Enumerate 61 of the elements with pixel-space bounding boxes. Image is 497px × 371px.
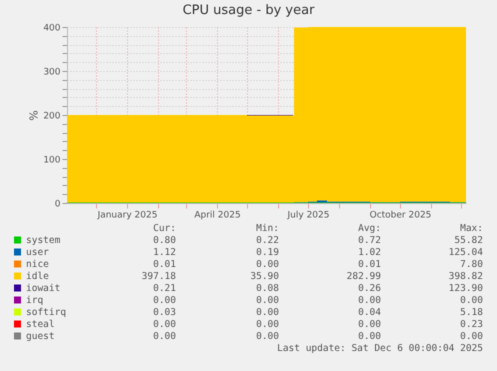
text: Min: (256, 223, 279, 234)
text: 55.82 (454, 235, 483, 246)
text: 125.04 (448, 247, 484, 258)
text: 0.01 (153, 259, 176, 270)
text: Max: (460, 223, 483, 234)
text: 0.21 (153, 283, 176, 294)
legend-label: steal (26, 319, 55, 330)
text: 0.00 (153, 319, 176, 330)
text: 282.99 (346, 271, 382, 282)
x-tick-label: October 2025 (370, 210, 432, 220)
y-tick-label: 200 (43, 112, 61, 122)
text: 0.26 (358, 283, 382, 294)
y-tick-label: 100 (43, 156, 61, 166)
text: Avg: (358, 223, 381, 234)
text: 0.80 (153, 235, 176, 246)
text: 0.00 (460, 295, 484, 306)
text: 0.00 (256, 295, 280, 306)
text: 0.00 (460, 331, 484, 342)
text: 0.00 (358, 319, 382, 330)
text: 0.08 (256, 283, 280, 294)
text: 0.19 (256, 247, 280, 258)
text: 0.23 (460, 319, 483, 330)
chart-title: CPU usage - by year (182, 3, 316, 18)
text: 0.03 (153, 307, 176, 318)
text: 0.72 (358, 235, 381, 246)
legend-label: iowait (26, 283, 60, 294)
text: 1.02 (358, 247, 381, 258)
x-tick-label: April 2025 (194, 210, 241, 220)
text: 0.22 (256, 235, 279, 246)
y-axis-title: % (27, 110, 40, 121)
text: 1.12 (153, 247, 176, 258)
legend-label: system (26, 235, 61, 246)
legend-label: softirq (26, 307, 66, 318)
text: 0.00 (358, 331, 382, 342)
text: 35.90 (250, 271, 280, 282)
y-tick-label: 400 (43, 24, 61, 34)
text: 0.00 (358, 295, 382, 306)
x-tick-label: July 2025 (286, 210, 330, 220)
text: 397.18 (142, 271, 176, 282)
text: 0.00 (153, 331, 176, 342)
text: Cur: (153, 223, 176, 234)
x-tick-label: January 2025 (96, 210, 158, 220)
text: 0.00 (256, 331, 280, 342)
text: 0.01 (358, 259, 382, 270)
legend-label: irq (26, 295, 44, 306)
legend-label: guest (26, 331, 55, 342)
legend-label: user (26, 247, 50, 258)
text: 0.00 (256, 259, 280, 270)
text: Last update: Sat Dec 6 00:00:04 2025 (277, 343, 483, 354)
text: 398.82 (448, 271, 483, 282)
text: 0.00 (153, 295, 176, 306)
text: 5.18 (460, 307, 484, 318)
text: 123.90 (448, 283, 484, 294)
text: 0.04 (358, 307, 382, 318)
legend-label: idle (26, 271, 50, 282)
text: 0.00 (256, 307, 280, 318)
text: 7.80 (460, 259, 484, 270)
legend-label: nice (26, 259, 50, 270)
text: 0.00 (256, 319, 280, 330)
y-tick-label: 300 (43, 68, 61, 78)
y-tick-label: 0 (54, 200, 61, 210)
